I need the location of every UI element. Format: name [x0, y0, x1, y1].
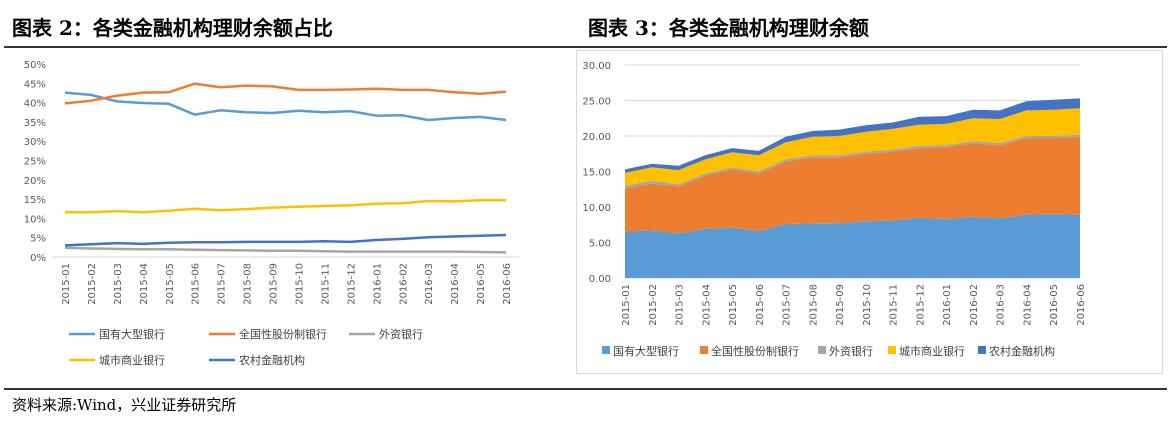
y-tick-label: 30.00: [582, 61, 611, 72]
legend-label: 国有大型银行: [99, 327, 165, 341]
x-tick-label: 2015-06: [191, 263, 202, 305]
x-tick-label: 2015-05: [165, 263, 176, 305]
x-tick-label: 2016-02: [969, 284, 980, 326]
x-tick-label: 2015-11: [320, 263, 331, 305]
right-chart-title: 图表 3：各类金融机构理财余额: [588, 16, 869, 40]
right-chart-frame: [576, 50, 1163, 374]
y-tick-label: 0%: [30, 253, 46, 264]
x-tick-label: 2015-04: [701, 284, 712, 326]
x-tick-label: 2015-01: [621, 284, 632, 326]
series-line-5: [64, 233, 507, 247]
x-tick-label: 2016-04: [450, 263, 461, 305]
legend-label: 外资银行: [829, 344, 873, 358]
y-tick-label: 0.00: [589, 274, 611, 285]
x-tick-label: 2015-07: [782, 284, 793, 326]
balance-area-chart: 0.00 5.00 10.00 15.00 20.00 25.00 30.00 2015-01…: [582, 61, 1087, 358]
legend-swatch: [818, 346, 826, 354]
x-tick-label: 2015-04: [139, 263, 150, 305]
y-tick-label: 25%: [24, 157, 46, 168]
y-tick-label: 10.00: [582, 203, 611, 214]
legend-swatch: [978, 346, 986, 354]
series-line-1: [64, 91, 507, 122]
legend-swatch: [700, 346, 708, 354]
series-line-4: [65, 199, 506, 214]
x-tick-label: 2015-10: [862, 284, 873, 326]
x-tick-label: 2016-05: [476, 263, 487, 305]
series-line-3: [64, 246, 507, 254]
x-tick-label: 2016-01: [942, 284, 953, 326]
y-tick-label: 40%: [24, 99, 46, 110]
y-tick-label: 35%: [24, 118, 46, 129]
x-tick-label: 2015-01: [61, 263, 72, 305]
x-tick-label: 2015-08: [243, 263, 254, 305]
x-tick-label: 2016-06: [502, 263, 513, 305]
area-series-4: [625, 108, 1080, 186]
y-tick-label: 15.00: [582, 168, 611, 179]
x-tick-label: 2015-09: [269, 263, 280, 305]
legend-label: 国有大型银行: [613, 344, 679, 358]
x-tick-label: 2016-03: [424, 263, 435, 305]
x-tick-label: 2015-10: [294, 263, 305, 305]
x-tick-label: 2016-03: [996, 284, 1007, 326]
x-tick-label: 2015-12: [915, 284, 926, 326]
series-line-2: [64, 82, 507, 105]
x-tick-label: 2015-03: [675, 284, 686, 326]
x-tick-label: 2015-05: [728, 284, 739, 326]
y-tick-label: 15%: [24, 195, 46, 206]
legend-label: 外资银行: [379, 327, 423, 341]
x-tick-label: 2015-02: [87, 263, 98, 305]
legend-swatch: [602, 346, 610, 354]
y-tick-label: 5%: [30, 234, 46, 245]
left-chart-title: 图表 2：各类金融机构理财余额占比: [12, 16, 333, 40]
y-tick-label: 20%: [24, 176, 46, 187]
y-tick-label: 10%: [24, 214, 46, 225]
x-tick-label: 2015-11: [889, 284, 900, 326]
top-divider: [4, 46, 1167, 48]
legend-label: 全国性股份制银行: [711, 344, 799, 358]
x-tick-label: 2016-04: [1022, 284, 1033, 326]
area-series-1: [625, 214, 1080, 278]
legend-label: 全国性股份制银行: [239, 327, 327, 341]
y-tick-label: 5.00: [589, 239, 611, 250]
x-tick-label: 2015-09: [835, 284, 846, 326]
x-tick-label: 2015-06: [755, 284, 766, 326]
x-tick-label: 2015-07: [217, 263, 228, 305]
x-tick-label: 2016-06: [1076, 284, 1087, 326]
legend-label: 城市商业银行: [899, 344, 965, 358]
y-tick-label: 30%: [24, 137, 46, 148]
x-tick-label: 2016-02: [398, 263, 409, 305]
legend-label: 城市商业银行: [99, 353, 165, 367]
legend-swatch: [888, 346, 896, 354]
legend-label: 农村金融机构: [989, 344, 1055, 358]
y-tick-label: 50%: [24, 60, 46, 71]
bottom-divider: [4, 388, 1167, 390]
x-tick-label: 2015-03: [113, 263, 124, 305]
x-tick-label: 2015-12: [346, 263, 357, 305]
legend-label: 农村金融机构: [239, 353, 305, 367]
y-tick-label: 20.00: [582, 132, 611, 143]
area-series-2: [625, 136, 1080, 234]
source-note: 资料来源:Wind，兴业证券研究所: [12, 396, 237, 414]
x-tick-label: 2016-01: [372, 263, 383, 305]
x-tick-label: 2016-05: [1049, 284, 1060, 326]
x-tick-label: 2015-08: [808, 284, 819, 326]
area-series-5: [625, 98, 1080, 173]
share-line-chart: 0% 5% 10% 15% 20% 25% 30% 35% 40% 45% 50% 2015-01 20…: [24, 60, 519, 367]
y-tick-label: 45%: [24, 79, 46, 90]
x-tick-label: 2015-02: [648, 284, 659, 326]
y-tick-label: 25.00: [582, 97, 611, 108]
